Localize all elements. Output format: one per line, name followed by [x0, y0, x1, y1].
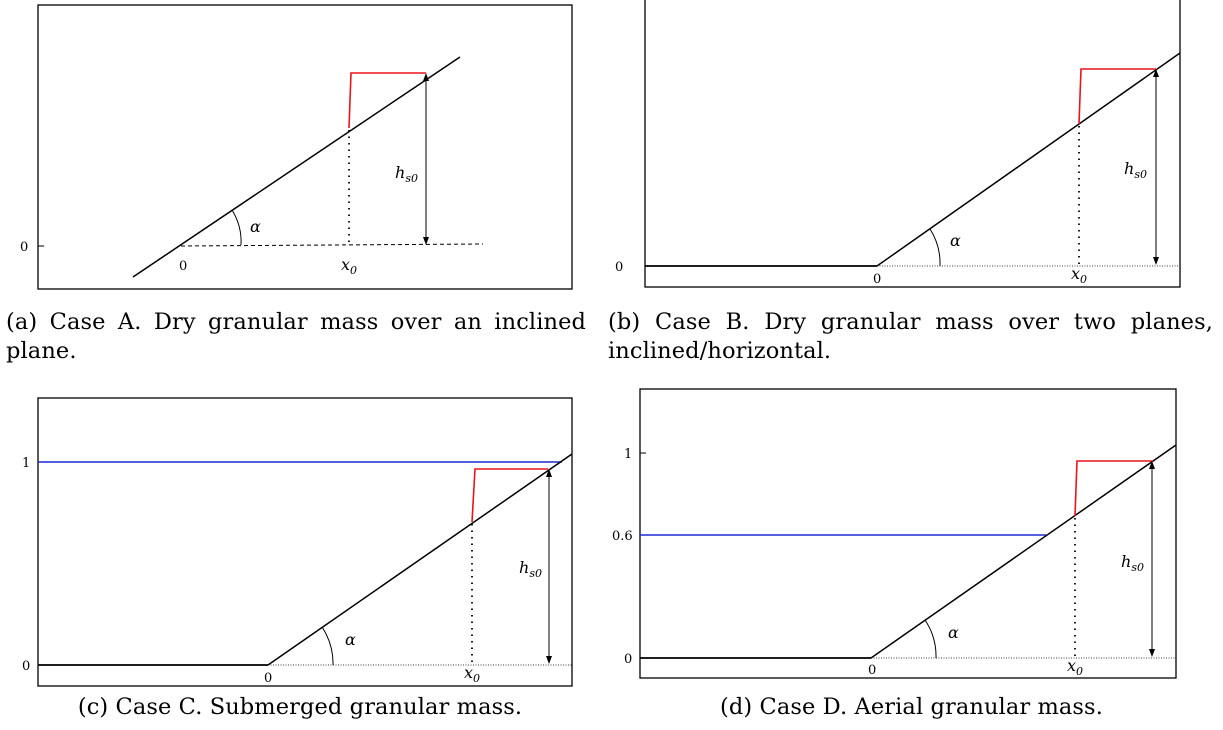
panel-c-diagram: 1 0 α hs0 0 x0 — [22, 397, 573, 687]
panel-c-ytick-label-1: 1 — [22, 456, 30, 471]
panel-c-alpha-label: α — [345, 630, 356, 649]
panel-b-alpha-label: α — [950, 231, 961, 250]
panel-d-angle-arc — [924, 619, 937, 659]
panel-a-x0-label: x0 — [341, 255, 357, 277]
panel-c-ytick-label-0: 0 — [22, 659, 30, 674]
panel-a-hs0-sub: s0 — [405, 172, 418, 185]
panel-a-granular-mass — [348, 72, 426, 129]
panel-c-arrowhead-bottom — [546, 656, 552, 664]
panel-b-arrowhead-top — [1153, 69, 1159, 77]
panel-a-x0-x: x — [341, 255, 350, 274]
panel-d-frame — [639, 388, 1177, 679]
panel-c-x0-label: x0 — [464, 663, 480, 685]
panel-a-hs0-h: h — [395, 163, 405, 182]
panel-d-granular-mass — [1074, 460, 1153, 517]
panel-d-x0-label: x0 — [1067, 656, 1083, 678]
panel-c-granular-mass — [471, 468, 548, 523]
panel-a-arrowhead-top — [423, 73, 429, 81]
panel-d-ytick-label-1: 1 — [624, 447, 632, 462]
panel-d-hs0-sub: s0 — [1131, 561, 1144, 574]
panel-b: 0 α hs0 0 x0 (b) Case B. Dry granular ma… — [600, 0, 1223, 380]
panel-c-caption: (c) Case C. Submerged granular mass. — [77, 694, 523, 720]
panel-c-x0-x: x — [464, 663, 473, 682]
panel-c-angle-arc — [321, 626, 334, 666]
panel-b-frame — [644, 0, 1181, 288]
panel-b-angle-arc — [929, 228, 941, 267]
panel-d-slope-line — [870, 444, 1177, 659]
panel-c-hs0-sub: s0 — [529, 567, 542, 580]
panel-c-slope-line — [267, 453, 573, 666]
panel-a-arrowhead-bottom — [423, 237, 429, 245]
panel-b-hs0-label: hs0 — [1124, 159, 1147, 181]
panel-a-frame — [37, 4, 573, 290]
panel-b-caption: (b) Case B. Dry granular mass over two p… — [608, 309, 1213, 364]
panel-c-frame — [37, 397, 573, 687]
panel-b-hs0-sub: s0 — [1134, 168, 1147, 181]
panel-a-alpha-label: α — [250, 217, 261, 236]
panel-a-angle-arc — [231, 209, 242, 246]
panel-d-diagram: 1 0.6 0 α hs0 0 x0 — [612, 388, 1177, 679]
panel-a: 0 α hs0 0 x0 (a) Case A. Dry granular ma… — [0, 0, 600, 380]
panel-b-ytick-label-0: 0 — [615, 260, 623, 275]
panel-d-hs0-label: hs0 — [1121, 552, 1144, 574]
panel-a-caption: (a) Case A. Dry granular mass over an in… — [6, 309, 586, 364]
panel-a-hs0-label: hs0 — [395, 163, 418, 185]
panel-b-hs0-h: h — [1124, 159, 1134, 178]
panel-c-hs0-h: h — [519, 558, 529, 577]
panel-d-arrowhead-top — [1149, 461, 1155, 469]
panel-d-alpha-label: α — [948, 623, 959, 642]
panel-a-ytick-label-0: 0 — [20, 240, 28, 255]
panel-d-arrowhead-bottom — [1149, 649, 1155, 657]
panel-d-ytick-label-0: 0 — [624, 652, 632, 667]
panel-d-caption: (d) Case D. Aerial granular mass. — [720, 694, 1103, 720]
panel-b-x0-label: x0 — [1071, 264, 1087, 286]
panel-b-x0-x: x — [1071, 264, 1080, 283]
panel-a-diagram: 0 α hs0 0 x0 — [20, 4, 573, 290]
panel-d-hs0-h: h — [1121, 552, 1131, 571]
panel-a-slope-line — [132, 56, 461, 278]
panel-d-xtick-label-0: 0 — [868, 663, 876, 678]
panel-b-diagram: 0 α hs0 0 x0 — [615, 0, 1181, 288]
panel-b-x0-sub: 0 — [1080, 273, 1087, 286]
panel-a-x0-sub: 0 — [350, 264, 357, 277]
panel-b-xtick-label-0: 0 — [873, 272, 881, 287]
panel-d-x0-x: x — [1067, 656, 1076, 675]
panel-c-arrowhead-top — [546, 469, 552, 477]
panel-c-xtick-label-0: 0 — [264, 671, 272, 686]
panel-d: 1 0.6 0 α hs0 0 x0 (d) Case D. Aerial gr… — [600, 380, 1223, 730]
panel-b-slope-line — [876, 52, 1181, 267]
panel-d-ytick-label-06: 0.6 — [612, 529, 633, 544]
panel-b-granular-mass — [1078, 68, 1156, 125]
panel-c-hs0-label: hs0 — [519, 558, 542, 580]
panel-c: 1 0 α hs0 0 x0 (c) Case C. Submerged gra… — [0, 380, 600, 730]
panel-c-x0-sub: 0 — [473, 672, 480, 685]
panel-b-arrowhead-bottom — [1153, 257, 1159, 265]
panel-d-x0-sub: 0 — [1076, 665, 1083, 678]
panel-a-xtick-label-0: 0 — [179, 259, 187, 274]
panel-a-baseline — [180, 243, 484, 247]
